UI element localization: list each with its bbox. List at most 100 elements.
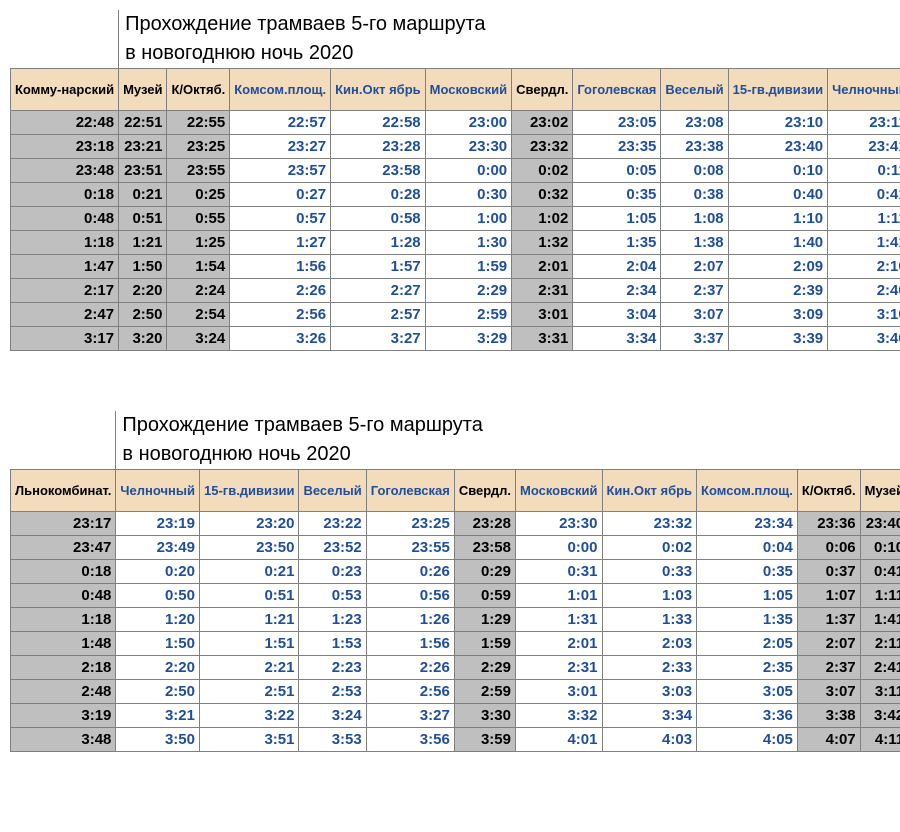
table-row: 2:472:502:542:562:572:593:013:043:073:09… (11, 303, 900, 327)
time-cell: 1:03 (602, 584, 697, 608)
time-cell: 23:40 (728, 135, 827, 159)
time-cell: 1:59 (425, 255, 512, 279)
time-cell: 1:18 (11, 608, 116, 632)
time-cell: 2:31 (512, 279, 573, 303)
time-cell: 0:51 (119, 207, 167, 231)
time-cell: 2:07 (797, 632, 860, 656)
table-row: 3:173:203:243:263:273:293:313:343:373:39… (11, 327, 900, 351)
time-cell: 0:10 (860, 536, 900, 560)
time-cell: 0:00 (425, 159, 512, 183)
time-cell: 0:02 (512, 159, 573, 183)
reverse-timetable: Прохождение трамваев 5-го маршрута в нов… (10, 411, 900, 752)
time-cell: 0:33 (602, 560, 697, 584)
time-cell: 1:27 (230, 231, 331, 255)
blank-cell (11, 10, 119, 39)
time-cell: 2:47 (11, 303, 119, 327)
column-header: 15-гв.дивизии (200, 470, 299, 512)
time-cell: 3:53 (299, 728, 366, 752)
time-cell: 1:26 (366, 608, 454, 632)
time-cell: 1:28 (331, 231, 426, 255)
reverse-header-row: Льнокомбинат.Челночный15-гв.дивизииВесел… (11, 470, 900, 512)
time-cell: 1:40 (728, 231, 827, 255)
column-header: Комму-нарский (11, 69, 119, 111)
time-cell: 2:54 (167, 303, 230, 327)
table-row: 23:4723:4923:5023:5223:5523:580:000:020:… (11, 536, 900, 560)
time-cell: 1:05 (573, 207, 661, 231)
time-cell: 23:36 (797, 512, 860, 536)
time-cell: 1:02 (512, 207, 573, 231)
time-cell: 0:06 (797, 536, 860, 560)
time-cell: 0:35 (697, 560, 798, 584)
time-cell: 0:41 (828, 183, 900, 207)
time-cell: 3:20 (119, 327, 167, 351)
time-cell: 23:11 (828, 111, 900, 135)
time-cell: 3:10 (828, 303, 900, 327)
table-row: 3:483:503:513:533:563:594:014:034:054:07… (11, 728, 900, 752)
time-cell: 1:23 (299, 608, 366, 632)
title-line-2: в новогоднюю ночь 2020 (119, 39, 900, 69)
time-cell: 3:01 (516, 680, 603, 704)
column-header: Льнокомбинат. (11, 470, 116, 512)
time-cell: 0:37 (797, 560, 860, 584)
time-cell: 3:27 (366, 704, 454, 728)
column-header: Московский (516, 470, 603, 512)
time-cell: 23:48 (11, 159, 119, 183)
time-cell: 0:58 (331, 207, 426, 231)
time-cell: 2:07 (661, 255, 728, 279)
table-row: 1:181:201:211:231:261:291:311:331:351:37… (11, 608, 900, 632)
time-cell: 1:29 (454, 608, 515, 632)
time-cell: 23:02 (512, 111, 573, 135)
time-cell: 0:35 (573, 183, 661, 207)
table-row: 0:180:200:210:230:260:290:310:330:350:37… (11, 560, 900, 584)
time-cell: 3:51 (200, 728, 299, 752)
time-cell: 0:32 (512, 183, 573, 207)
blank-cell (11, 411, 116, 440)
time-cell: 3:40 (828, 327, 900, 351)
table-row: 1:471:501:541:561:571:592:012:042:072:09… (11, 255, 900, 279)
table-row: 23:1823:2123:2523:2723:2823:3023:3223:35… (11, 135, 900, 159)
time-cell: 2:20 (119, 279, 167, 303)
time-cell: 3:27 (331, 327, 426, 351)
time-cell: 23:52 (299, 536, 366, 560)
time-cell: 22:51 (119, 111, 167, 135)
time-cell: 1:07 (797, 584, 860, 608)
time-cell: 22:58 (331, 111, 426, 135)
time-cell: 1:56 (230, 255, 331, 279)
time-cell: 23:32 (602, 512, 697, 536)
time-cell: 3:01 (512, 303, 573, 327)
time-cell: 23:19 (116, 512, 200, 536)
time-cell: 3:48 (11, 728, 116, 752)
time-cell: 2:40 (828, 279, 900, 303)
time-cell: 1:51 (200, 632, 299, 656)
time-cell: 0:56 (366, 584, 454, 608)
column-header: Московский (425, 69, 512, 111)
time-cell: 1:00 (425, 207, 512, 231)
time-cell: 3:30 (454, 704, 515, 728)
time-cell: 1:30 (425, 231, 512, 255)
time-cell: 2:29 (454, 656, 515, 680)
time-cell: 2:37 (661, 279, 728, 303)
time-cell: 23:30 (425, 135, 512, 159)
time-cell: 0:18 (11, 560, 116, 584)
time-cell: 3:22 (200, 704, 299, 728)
time-cell: 0:27 (230, 183, 331, 207)
time-cell: 23:38 (661, 135, 728, 159)
time-cell: 2:10 (828, 255, 900, 279)
time-cell: 1:32 (512, 231, 573, 255)
time-cell: 1:41 (860, 608, 900, 632)
time-cell: 1:01 (516, 584, 603, 608)
column-header: Веселый (299, 470, 366, 512)
time-cell: 3:24 (167, 327, 230, 351)
time-cell: 1:33 (602, 608, 697, 632)
time-cell: 3:05 (697, 680, 798, 704)
table-row: 0:180:210:250:270:280:300:320:350:380:40… (11, 183, 900, 207)
time-cell: 0:04 (697, 536, 798, 560)
time-cell: 1:47 (11, 255, 119, 279)
time-cell: 3:26 (230, 327, 331, 351)
time-cell: 23:00 (425, 111, 512, 135)
time-cell: 0:38 (661, 183, 728, 207)
time-cell: 3:38 (797, 704, 860, 728)
time-cell: 0:51 (200, 584, 299, 608)
time-cell: 4:07 (797, 728, 860, 752)
time-cell: 4:05 (697, 728, 798, 752)
